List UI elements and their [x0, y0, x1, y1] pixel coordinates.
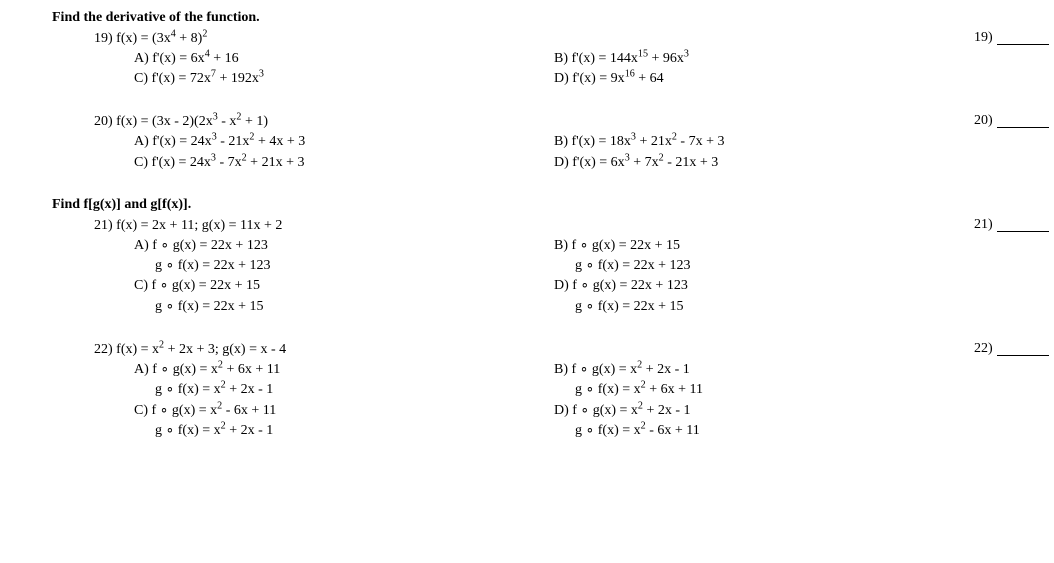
q21-choice-c-line2: g ∘ f(x) = 22x + 15 — [155, 297, 554, 317]
question-21: 21) f(x) = 2x + 11; g(x) = 11x + 2 A) f … — [52, 217, 1032, 317]
q20-choice-d: D) f'(x) = 6x3 + 7x2 - 21x + 3 — [554, 153, 974, 173]
question-19-stem: 19) f(x) = (3x4 + 8)2 — [94, 30, 974, 49]
blank-line — [997, 341, 1049, 356]
question-20-stem: 20) f(x) = (3x - 2)(2x3 - x2 + 1) — [94, 113, 974, 132]
question-20: 20) f(x) = (3x - 2)(2x3 - x2 + 1) A) f'(… — [52, 113, 1032, 172]
q21-choice-d-line2: g ∘ f(x) = 22x + 15 — [575, 297, 974, 317]
q19-answer-blank: 19) — [974, 30, 1054, 46]
q22-choice-d-line1: D) f ∘ g(x) = x2 + 2x - 1 — [554, 401, 974, 421]
q19-choice-b: B) f'(x) = 144x15 + 96x3 — [554, 49, 974, 69]
q21-choice-d-line1: D) f ∘ g(x) = 22x + 123 — [554, 276, 974, 296]
q22-answer-blank: 22) — [974, 341, 1054, 357]
q22-choice-a-line2: g ∘ f(x) = x2 + 2x - 1 — [155, 380, 554, 400]
q21-answer-blank: 21) — [974, 217, 1054, 233]
q21-choice-a-line1: A) f ∘ g(x) = 22x + 123 — [134, 236, 554, 256]
question-19-body: 19) f(x) = (3x4 + 8)2 A) f'(x) = 6x4 + 1… — [52, 30, 974, 89]
question-20-body: 20) f(x) = (3x - 2)(2x3 - x2 + 1) A) f'(… — [52, 113, 974, 172]
q22-choice-b-line1: B) f ∘ g(x) = x2 + 2x - 1 — [554, 360, 974, 380]
question-21-stem: 21) f(x) = 2x + 11; g(x) = 11x + 2 — [94, 217, 974, 236]
q22-choice-c-line1: C) f ∘ g(x) = x2 - 6x + 11 — [134, 401, 554, 421]
worksheet-page: Find the derivative of the function. 19)… — [0, 0, 1054, 473]
question-22-stem: 22) f(x) = x2 + 2x + 3; g(x) = x - 4 — [94, 341, 974, 360]
q20-answer-blank: 20) — [974, 113, 1054, 129]
q20-choice-c: C) f'(x) = 24x3 - 7x2 + 21x + 3 — [134, 153, 554, 173]
q19-choice-c: C) f'(x) = 72x7 + 192x3 — [134, 69, 554, 89]
question-19: 19) f(x) = (3x4 + 8)2 A) f'(x) = 6x4 + 1… — [52, 30, 1032, 89]
q22-choice-a-line1: A) f ∘ g(x) = x2 + 6x + 11 — [134, 360, 554, 380]
q22-choice-c-line2: g ∘ f(x) = x2 + 2x - 1 — [155, 421, 554, 441]
section-heading-compose: Find f[g(x)] and g[f(x)]. — [52, 197, 1032, 213]
q21-choice-b-line2: g ∘ f(x) = 22x + 123 — [575, 256, 974, 276]
question-22: 22) f(x) = x2 + 2x + 3; g(x) = x - 4 A) … — [52, 341, 1032, 441]
q21-choice-a-line2: g ∘ f(x) = 22x + 123 — [155, 256, 554, 276]
blank-line — [997, 30, 1049, 45]
question-21-body: 21) f(x) = 2x + 11; g(x) = 11x + 2 A) f … — [52, 217, 974, 317]
q22-choice-d-line2: g ∘ f(x) = x2 - 6x + 11 — [575, 421, 974, 441]
section-heading-derivative: Find the derivative of the function. — [52, 10, 1032, 26]
q19-choice-a: A) f'(x) = 6x4 + 16 — [134, 49, 554, 69]
q21-choice-b-line1: B) f ∘ g(x) = 22x + 15 — [554, 236, 974, 256]
blank-line — [997, 113, 1049, 128]
blank-line — [997, 217, 1049, 232]
q20-choice-b: B) f'(x) = 18x3 + 21x2 - 7x + 3 — [554, 132, 974, 152]
q21-choice-c-line1: C) f ∘ g(x) = 22x + 15 — [134, 276, 554, 296]
q19-choice-d: D) f'(x) = 9x16 + 64 — [554, 69, 974, 89]
q20-choice-a: A) f'(x) = 24x3 - 21x2 + 4x + 3 — [134, 132, 554, 152]
question-22-body: 22) f(x) = x2 + 2x + 3; g(x) = x - 4 A) … — [52, 341, 974, 441]
q22-choice-b-line2: g ∘ f(x) = x2 + 6x + 11 — [575, 380, 974, 400]
